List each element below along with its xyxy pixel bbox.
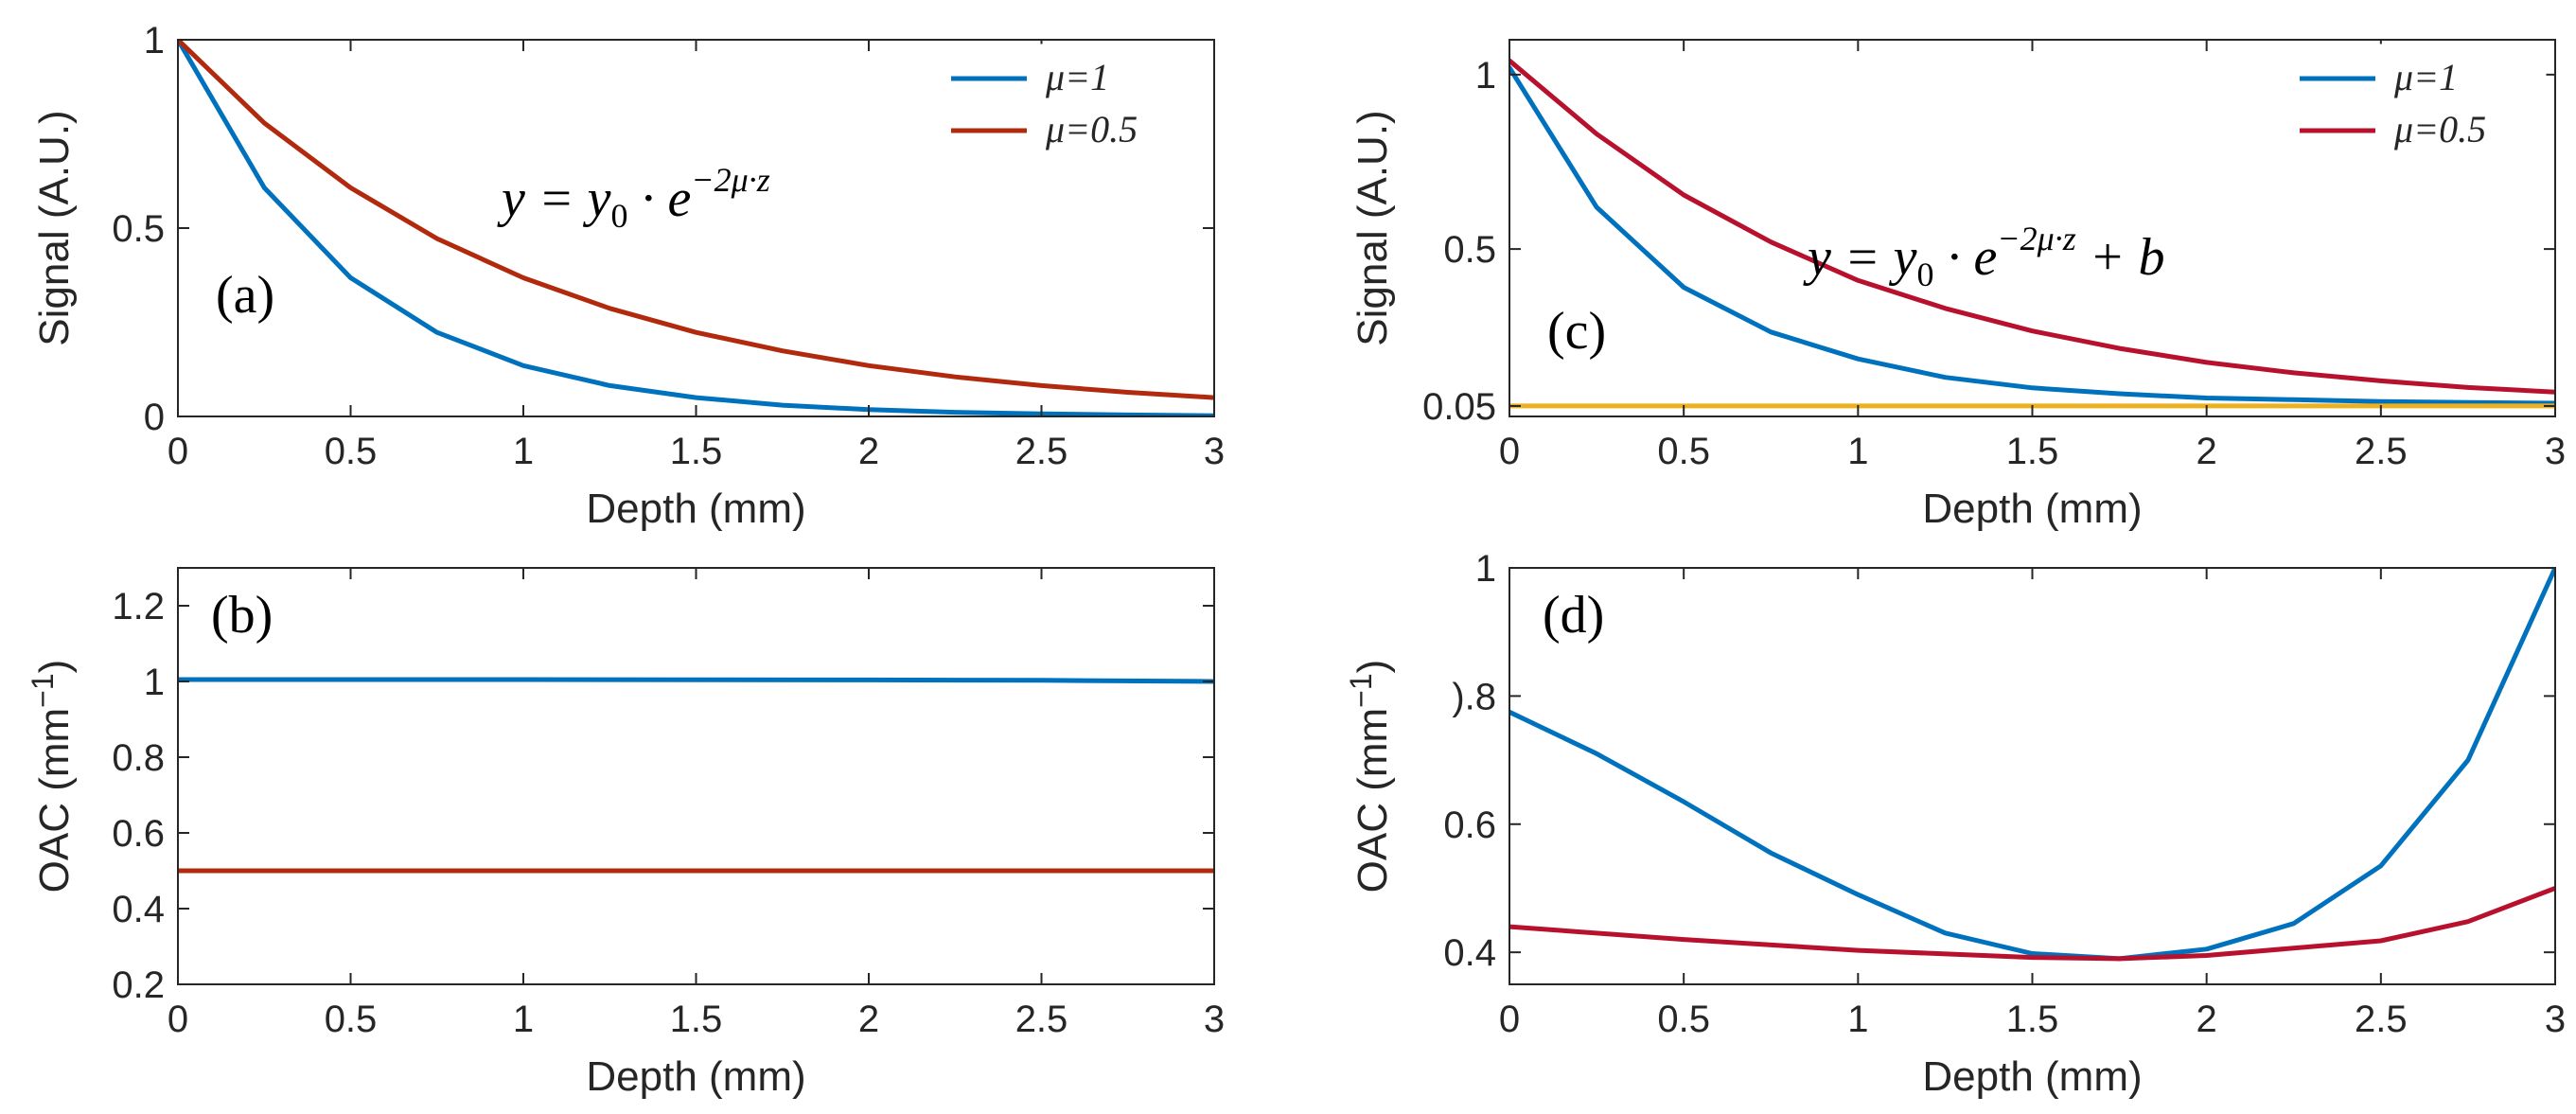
x-axis-label: Depth (mm) <box>586 486 805 532</box>
x-axis-label: Depth (mm) <box>586 1053 805 1100</box>
x-tick-label: 1 <box>1847 431 1868 472</box>
axes-box <box>177 567 1215 985</box>
x-tick-label: 2.5 <box>1015 431 1068 472</box>
x-tick-label: 2.5 <box>1015 999 1068 1040</box>
x-tick-label: 1 <box>513 999 534 1040</box>
y-tick-label: 1.2 <box>112 586 165 628</box>
y-axis-label-text: Signal (A.U.) <box>31 110 78 345</box>
y-axis-label-close: ) <box>1350 660 1396 674</box>
y-tick-label: 0.6 <box>1443 805 1496 846</box>
y-tick-label: 0.05 <box>1422 386 1496 428</box>
equation-exponent: −2μ·z <box>691 161 769 199</box>
legend: μ=1 μ=0.5 <box>933 44 1206 168</box>
x-tick-label: 1 <box>1847 999 1868 1040</box>
series-line-line1 <box>1509 886 2555 962</box>
y-tick-label: 1 <box>144 662 165 703</box>
equation-subscript: 0 <box>1917 256 1934 293</box>
legend-entry: μ=0.5 <box>1045 108 1138 150</box>
equation-lhs: y = y <box>497 169 611 228</box>
x-tick-label: 2 <box>858 999 879 1040</box>
panel-b: 0 0.5 1 1.5 2 2.5 3 0.2 0.4 0.6 0.8 1 1.2 Depth (mm) O… <box>26 567 1225 1100</box>
equation-exp-base: · e <box>628 169 692 228</box>
y-tick-label: ).8 <box>1452 676 1496 717</box>
x-tick-label: 0.5 <box>1657 999 1710 1040</box>
series-group <box>178 677 1214 874</box>
y-tick-label: 0.4 <box>112 889 165 930</box>
equation-exp-base: · e <box>1934 228 1998 287</box>
series-line-line0 <box>1509 568 2555 962</box>
x-tick-label: 2 <box>2197 999 2217 1040</box>
y-tick-label: 1 <box>1475 55 1496 97</box>
series-line-0.5 <box>178 40 1214 400</box>
equation-exponent: −2μ·z <box>1997 220 2075 257</box>
x-tick-label: 3 <box>2545 431 2566 472</box>
x-tick-label: 1.5 <box>2006 431 2059 472</box>
x-tick-label: 2 <box>858 431 879 472</box>
series-group <box>1509 568 2555 962</box>
legend-background <box>2282 44 2547 168</box>
series-line-1 <box>1509 65 2555 406</box>
equation-subscript: 0 <box>611 197 628 235</box>
x-tick-label: 1.5 <box>670 999 723 1040</box>
panel-a: 0 0.5 1 1.5 2 2.5 3 0 0.5 1 Depth (mm) Signal (A.U.… <box>31 20 1225 532</box>
equation-tail: + b <box>2076 228 2165 287</box>
y-tick-label: 0.6 <box>112 813 165 855</box>
legend-entry: μ=0.5 <box>2393 108 2486 150</box>
x-tick-label: 0.5 <box>1657 431 1710 472</box>
panel-label: (c) <box>1547 302 1606 361</box>
legend-entry: μ=1 <box>2393 56 2458 98</box>
x-tick-label: 3 <box>1204 431 1225 472</box>
y-tick-label: 1 <box>144 20 165 62</box>
y-axis-label-text: OAC (mm <box>1350 708 1396 893</box>
axes-box <box>1509 567 2556 985</box>
x-tick-label: 0.5 <box>325 431 378 472</box>
series-line-0.5 <box>1509 58 2555 395</box>
x-axis-label: Depth (mm) <box>1922 486 2142 532</box>
y-tick-label: 0.5 <box>1443 229 1496 271</box>
y-axis-label-superscript: −1 <box>1344 673 1378 707</box>
x-tick-label: 2.5 <box>2355 999 2408 1040</box>
x-tick-label: 2 <box>2197 431 2217 472</box>
y-tick-label: 0.2 <box>112 964 165 1006</box>
series-line-line0 <box>178 677 1214 684</box>
y-axis-label: OAC (mm−1) <box>1344 660 1396 893</box>
x-tick-label: 0 <box>1499 431 1520 472</box>
y-tick-label: 0 <box>144 397 165 438</box>
x-tick-label: 0 <box>1499 999 1520 1040</box>
x-tick-label: 0 <box>168 999 188 1040</box>
y-axis-label: OAC (mm−1) <box>26 660 78 893</box>
legend-entry: μ=1 <box>1045 56 1109 98</box>
y-axis-label-text: OAC (mm <box>31 708 78 893</box>
y-axis-label-text: Signal (A.U.) <box>1350 110 1396 345</box>
y-tick-label: 0.4 <box>1443 932 1496 974</box>
y-tick-label: 1 <box>1475 548 1496 590</box>
panel-label: (b) <box>211 586 273 645</box>
equation: y = y0 · e−2μ·z + b <box>1803 220 2165 293</box>
x-tick-label: 0 <box>168 431 188 472</box>
legend: μ=1 μ=0.5 <box>2282 44 2547 168</box>
y-axis-label-superscript: −1 <box>26 673 60 707</box>
x-tick-label: 0.5 <box>325 999 378 1040</box>
legend-background <box>933 44 1206 168</box>
panel-label: (a) <box>216 266 274 325</box>
x-axis-label: Depth (mm) <box>1922 1053 2142 1100</box>
x-tick-label: 1.5 <box>2006 999 2059 1040</box>
equation-lhs: y = y <box>1803 228 1917 287</box>
y-tick-label: 0.5 <box>112 208 165 250</box>
y-axis-label-close: ) <box>31 660 78 674</box>
panel-c: 0 0.5 1 1.5 2 2.5 3 0.05 0.5 1 Depth (mm) Signal (A… <box>1350 39 2566 532</box>
equation: y = y0 · e−2μ·z <box>497 161 770 235</box>
y-axis-label: Signal (A.U.) <box>1350 110 1396 345</box>
x-tick-label: 1.5 <box>670 431 723 472</box>
panel-d: 0 0.5 1 1.5 2 2.5 3 0.4 0.6 ).8 1 Depth (mm) OAC (mm… <box>1344 548 2566 1100</box>
x-tick-label: 2.5 <box>2355 431 2408 472</box>
y-tick-label: 0.8 <box>112 737 165 779</box>
panel-label: (d) <box>1543 586 1604 645</box>
x-tick-label: 3 <box>1204 999 1225 1040</box>
y-axis-label: Signal (A.U.) <box>31 110 78 345</box>
x-tick-label: 3 <box>2545 999 2566 1040</box>
x-tick-label: 1 <box>513 431 534 472</box>
